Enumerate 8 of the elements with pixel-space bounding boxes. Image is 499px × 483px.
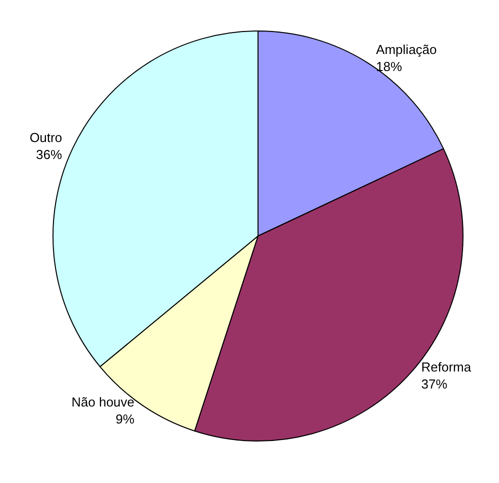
data-label: 37% bbox=[421, 376, 448, 392]
slice-label: Ampliação bbox=[376, 42, 437, 57]
data-label: 18% bbox=[376, 58, 403, 74]
slice-label: Reforma bbox=[421, 360, 472, 375]
slice-label: Não houve bbox=[72, 394, 134, 410]
slice-label: Outro bbox=[30, 130, 62, 146]
data-label: 36% bbox=[36, 147, 63, 162]
data-label: 9% bbox=[116, 412, 135, 427]
